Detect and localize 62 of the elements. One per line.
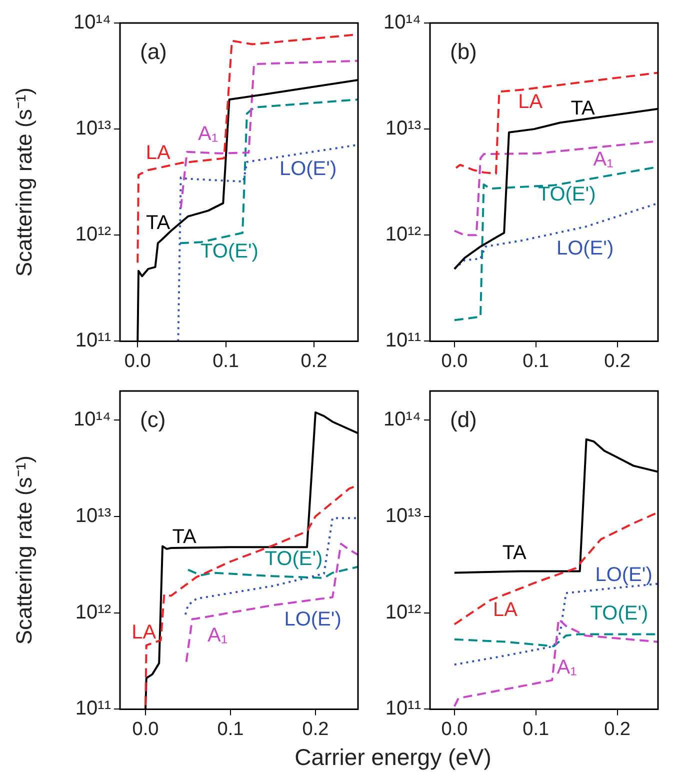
series-label: TA — [172, 526, 197, 548]
text: (a) — [140, 39, 167, 64]
y-tick-label: 10¹¹ — [385, 698, 422, 720]
y-tick-label: 10¹³ — [385, 504, 422, 527]
series-label: LA — [518, 91, 544, 114]
line-series — [453, 633, 658, 648]
y-tick-label: 10¹³ — [385, 118, 422, 140]
y-tick-label: 10¹³ — [75, 118, 112, 140]
y-tick-label: 10¹² — [75, 224, 112, 246]
line-series — [180, 60, 358, 210]
series-label: LO(E') — [595, 564, 652, 586]
y-tick-label: 10¹⁴ — [74, 408, 111, 431]
y-tick-label: 10¹¹ — [75, 330, 112, 352]
y-tick-label: 10¹² — [75, 601, 112, 624]
x-tick-label: 0.0 — [441, 718, 468, 740]
series-label: LA — [132, 621, 157, 644]
x-tick-label: 0.2 — [302, 718, 329, 740]
line-series — [178, 98, 358, 244]
y-axis-title: Scattering rate (s⁻¹) — [11, 456, 36, 645]
x-tick-label: 0.1 — [522, 718, 550, 740]
series-label: TO(E') — [200, 240, 258, 263]
series-label: A₁ — [593, 148, 614, 170]
series-label: A₁ — [556, 656, 578, 678]
x-tick-label: 0.1 — [212, 350, 239, 372]
x-tick-label: 0.1 — [217, 718, 244, 740]
x-tick-label: 0.2 — [604, 718, 630, 740]
y-tick-label: 10¹⁴ — [384, 12, 421, 34]
line-series — [455, 72, 658, 175]
series-label: TO(E') — [264, 548, 323, 570]
text: (c) — [140, 407, 166, 432]
y-tick-label: 10¹¹ — [385, 330, 422, 352]
x-tick-label: 0.0 — [441, 350, 468, 372]
series-label: TO(E') — [538, 183, 596, 206]
line-series — [185, 542, 358, 663]
y-tick-label: 10¹² — [385, 224, 422, 246]
y-tick-label: 10¹¹ — [75, 698, 112, 720]
series-label: A₁ — [208, 624, 228, 647]
series-label: LO(E') — [284, 608, 342, 631]
series-label: LA — [493, 599, 518, 622]
line-series — [453, 511, 658, 626]
series-label: LO(E') — [279, 158, 337, 180]
x-tick-label: 0.2 — [300, 350, 328, 372]
x-tick-label: 0.0 — [132, 718, 159, 740]
x-tick-label: 0.1 — [522, 350, 550, 372]
series-label: LO(E') — [556, 237, 614, 260]
y-tick-label: 10¹³ — [75, 504, 112, 527]
y-tick-label: 10¹⁴ — [74, 12, 111, 34]
x-axis-title: Carrier energy (eV) — [294, 744, 492, 771]
series-label: TO(E') — [590, 602, 648, 624]
series-label: TA — [502, 542, 528, 564]
text: (b) — [450, 39, 477, 64]
series-label: LA — [146, 142, 171, 164]
y-axis-title: Scattering rate (s⁻¹) — [11, 88, 36, 277]
x-tick-label: 0.0 — [124, 350, 151, 372]
x-tick-label: 0.2 — [604, 350, 630, 372]
series-label: TA — [146, 212, 171, 234]
series-label: TA — [570, 97, 596, 120]
series-label: A₁ — [198, 122, 218, 145]
y-tick-label: 10¹⁴ — [384, 408, 421, 431]
text: (d) — [450, 407, 477, 432]
line-series — [177, 144, 358, 342]
y-tick-label: 10¹² — [385, 601, 422, 624]
